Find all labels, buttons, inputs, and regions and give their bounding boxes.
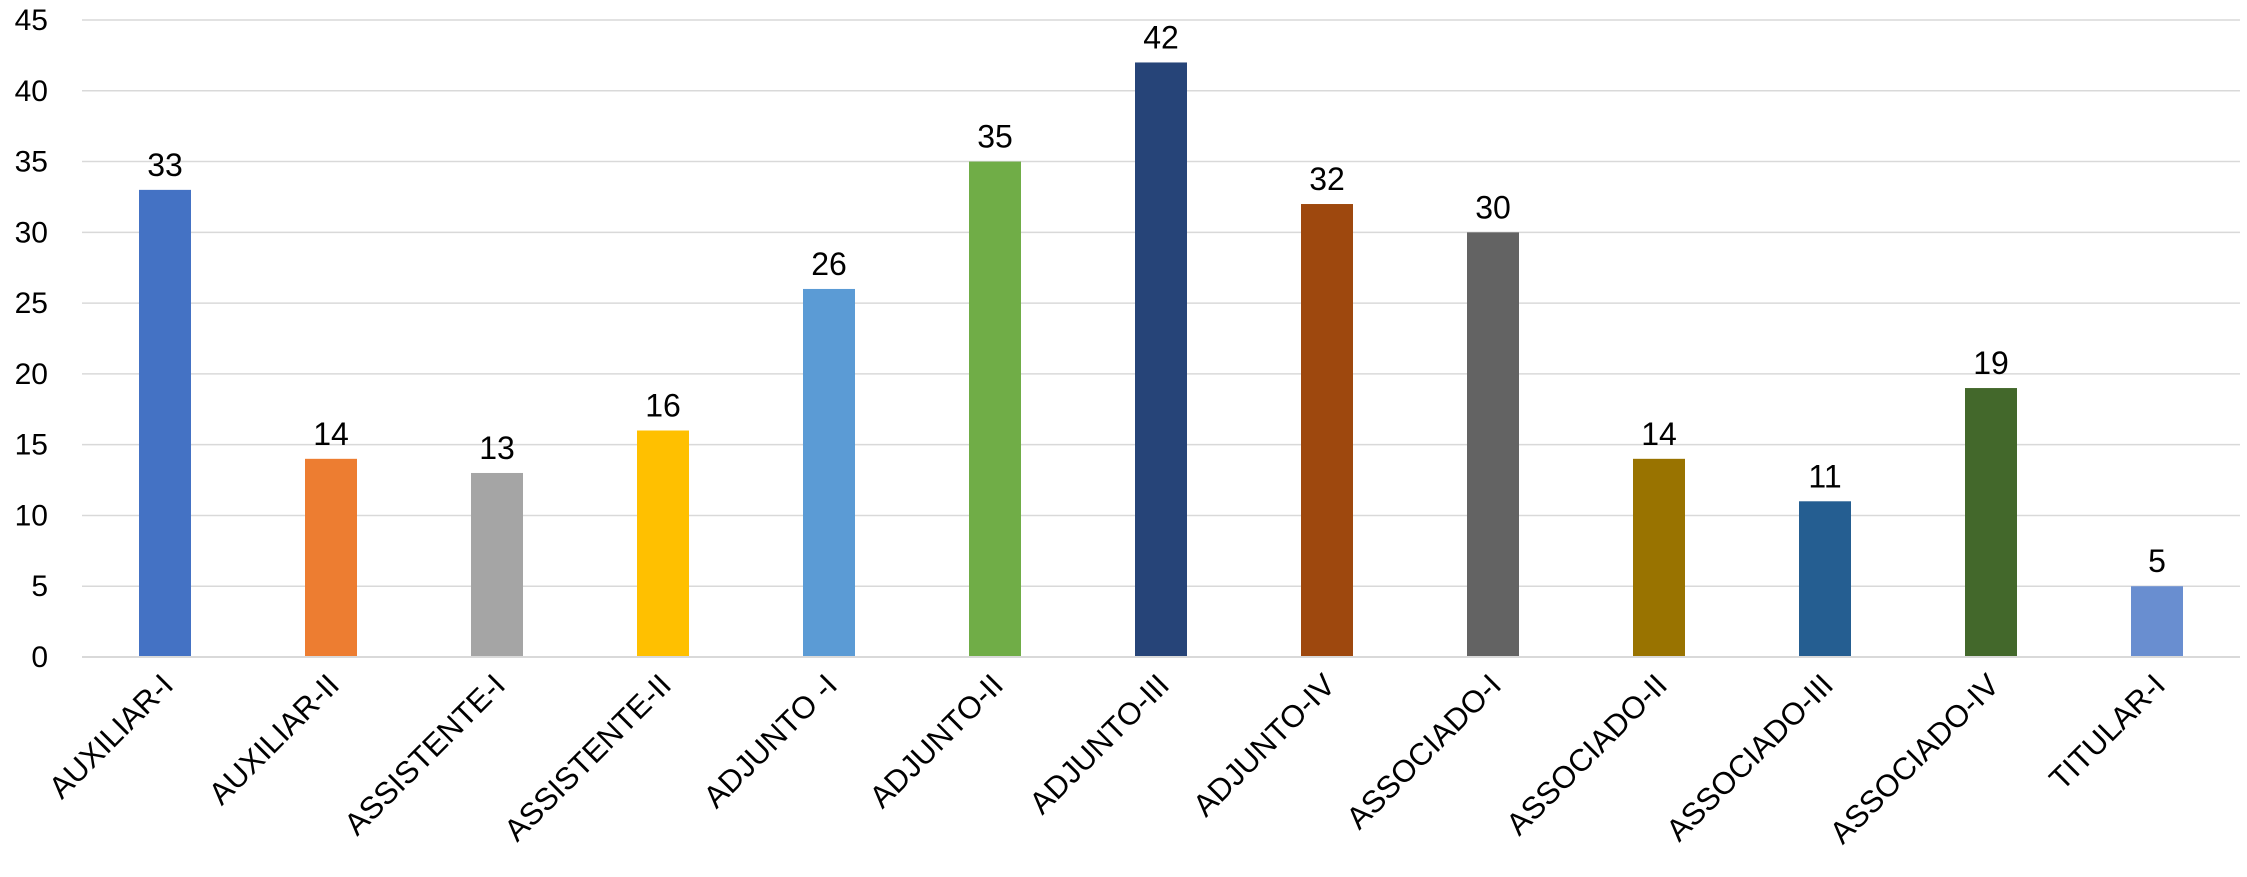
data-label: 11 — [1808, 458, 1841, 494]
data-label: 5 — [2148, 543, 2166, 579]
data-labels: 33 14 13 16 26 35 42 32 30 14 11 19 5 — [147, 19, 2166, 579]
x-tick-label: AUXILIAR-I — [42, 667, 180, 805]
y-axis-tick-labels: 0 5 10 15 20 25 30 35 40 45 — [15, 4, 48, 674]
x-axis-category-labels: AUXILIAR-I AUXILIAR-IIASSISTENTE-IASSISTE… — [42, 667, 2172, 850]
x-tick-label: ADJUNTO-II — [863, 667, 1010, 814]
y-tick-label: 30 — [15, 216, 48, 249]
bar — [1965, 388, 2017, 657]
x-tick-label: ASSOCIADO-II — [1499, 667, 1674, 842]
x-tick-label: ASSOCIADO-I — [1339, 667, 1507, 835]
y-tick-label: 0 — [31, 641, 48, 674]
data-label: 13 — [479, 430, 515, 466]
x-tick-label: ASSISTENTE-II — [497, 667, 678, 848]
bar — [1467, 232, 1519, 658]
x-tick-label: ASSOCIADO-III — [1659, 667, 1840, 848]
data-label: 35 — [977, 119, 1013, 155]
bar — [139, 189, 191, 657]
data-label: 42 — [1143, 19, 1179, 55]
bar — [803, 288, 855, 657]
bar — [1135, 62, 1187, 657]
y-tick-label: 10 — [15, 499, 48, 532]
y-tick-label: 45 — [15, 4, 48, 37]
data-label: 19 — [1973, 345, 2009, 381]
bar — [1799, 501, 1851, 657]
data-label: 33 — [147, 147, 183, 183]
y-tick-label: 20 — [15, 358, 48, 391]
x-tick-label: TITULAR-I — [2042, 667, 2171, 796]
x-tick-label: ASSISTENTE-I — [337, 667, 512, 842]
data-label: 14 — [1641, 416, 1677, 452]
data-label: 14 — [313, 416, 349, 452]
bar — [637, 430, 689, 657]
y-tick-label: 25 — [15, 287, 48, 320]
data-label: 16 — [645, 388, 681, 424]
y-tick-label: 35 — [15, 146, 48, 179]
y-tick-label: 5 — [31, 570, 48, 603]
bar — [2131, 586, 2183, 657]
bar — [969, 161, 1021, 658]
bar — [1633, 458, 1685, 657]
x-tick-label: ADJUNTO-IV — [1186, 667, 1342, 823]
data-label: 26 — [811, 246, 847, 282]
x-tick-label: ADJUNTO -I — [697, 667, 844, 814]
bar — [1301, 204, 1353, 657]
x-tick-label: ADJUNTO-III — [1023, 667, 1176, 820]
bar — [471, 472, 523, 657]
data-label: 32 — [1309, 161, 1345, 197]
y-tick-label: 40 — [15, 75, 48, 108]
data-label: 30 — [1475, 189, 1511, 225]
x-tick-label: AUXILIAR-II — [202, 667, 346, 811]
y-tick-label: 15 — [15, 429, 48, 462]
x-tick-label: ASSOCIADO-IV — [1823, 667, 2006, 850]
bar — [305, 458, 357, 657]
bars — [139, 62, 2183, 658]
